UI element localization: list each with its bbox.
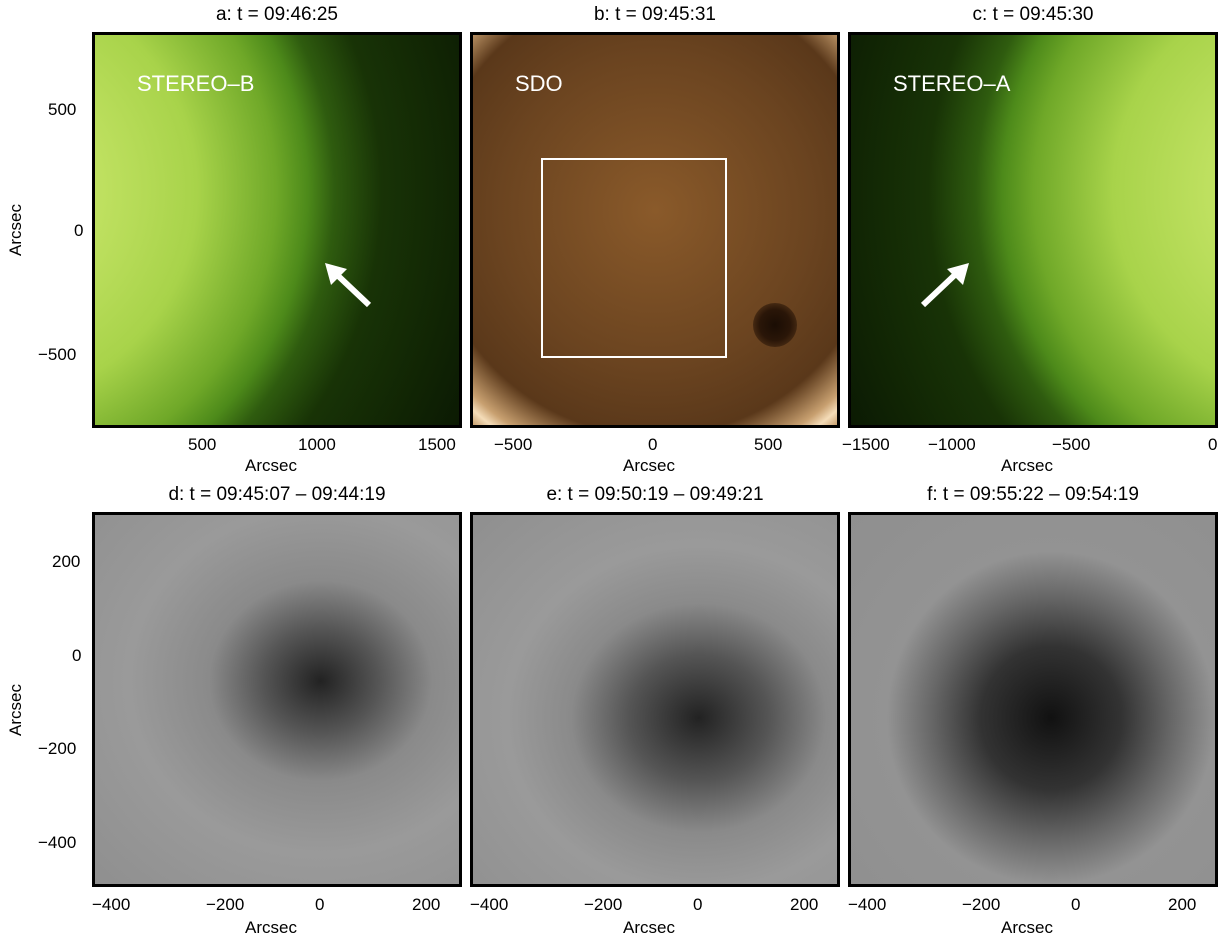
panel-d-xtick: −200	[206, 895, 245, 914]
panel-a-xtick: 1500	[418, 435, 456, 454]
panel-a-ytick: 500	[48, 100, 77, 119]
panel-b-xlabel: Arcsec	[623, 456, 675, 475]
panel-d-xtick: 200	[412, 895, 441, 914]
arrow-icon	[920, 263, 969, 308]
panel-d-ylabel: Arcsec	[5, 684, 25, 736]
panel-a-xtick: 1000	[298, 435, 336, 454]
panel-a-title: a: t = 09:46:25	[215, 4, 338, 25]
panel-b-title: b: t = 09:45:31	[593, 4, 716, 25]
panel-a-xlabel: Arcsec	[245, 456, 297, 475]
panel-b-xtick: 0	[648, 435, 658, 454]
panel-c-image: STEREO–A	[848, 32, 1218, 428]
panel-d-ytick: −400	[38, 833, 77, 852]
panel-d-ytick: 0	[72, 646, 82, 665]
panel-d-xlabel: Arcsec	[245, 918, 297, 937]
panel-e-xtick: 0	[693, 895, 703, 914]
panel-a-ytick: 0	[74, 221, 84, 240]
panel-f-xtick: −200	[962, 895, 1001, 914]
panel-f-xtick: −400	[848, 895, 887, 914]
arrow-icon	[325, 263, 372, 308]
panel-d-image	[92, 512, 462, 887]
panel-e-xlabel: Arcsec	[623, 918, 675, 937]
panel-d-title: d: t = 09:45:07 – 09:44:19	[168, 484, 386, 505]
panel-f-xlabel: Arcsec	[1001, 918, 1053, 937]
sunspot	[753, 303, 797, 347]
panel-c-xtick: −500	[1052, 435, 1091, 454]
panel-d-xtick: −400	[92, 895, 131, 914]
panel-e-xtick: 200	[790, 895, 819, 914]
panel-a-ylabel: Arcsec	[5, 204, 25, 256]
panel-e-image	[470, 512, 840, 887]
panel-d-xtick: 0	[315, 895, 325, 914]
panel-a-ytick: −500	[38, 345, 77, 364]
zoom-region-box	[541, 158, 727, 358]
panel-c-xtick: −1500	[842, 435, 890, 454]
panel-f-xtick: 0	[1071, 895, 1081, 914]
panel-b-xtick: −500	[494, 435, 533, 454]
panel-b-instrument-label: SDO	[515, 71, 563, 96]
panel-f-xtick: 200	[1168, 895, 1197, 914]
panel-b-image: SDO	[470, 32, 840, 428]
panel-a-xtick: 500	[188, 435, 217, 454]
panel-a-image: STEREO–B	[92, 32, 462, 428]
panel-e-title: e: t = 09:50:19 – 09:49:21	[546, 484, 764, 505]
panel-e-xtick: −400	[470, 895, 509, 914]
panel-e-xtick: −200	[584, 895, 623, 914]
panel-a-instrument-label: STEREO–B	[137, 71, 255, 96]
panel-b-xtick: 500	[754, 435, 783, 454]
panel-f-title: f: t = 09:55:22 – 09:54:19	[927, 484, 1139, 505]
panel-d-ytick: 200	[52, 552, 81, 571]
panel-c-xlabel: Arcsec	[1001, 456, 1053, 475]
panel-c-xtick: −1000	[928, 435, 976, 454]
panel-f-image	[848, 512, 1218, 887]
panel-c-title: c: t = 09:45:30	[972, 4, 1094, 25]
panel-c-xtick: 0	[1208, 435, 1218, 454]
panel-d-ytick: −200	[38, 739, 77, 758]
panel-c-instrument-label: STEREO–A	[893, 71, 1011, 96]
